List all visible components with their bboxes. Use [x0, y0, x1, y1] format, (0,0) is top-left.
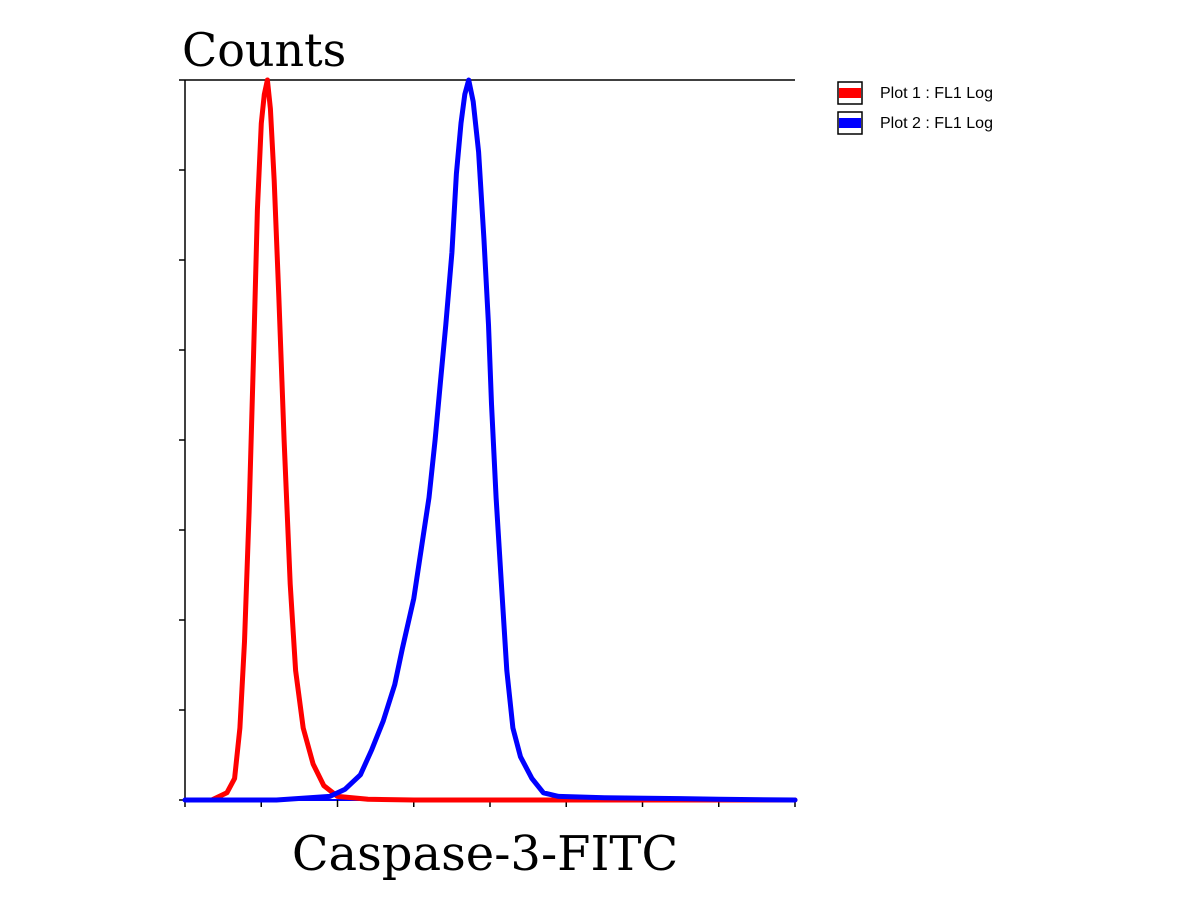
x-axis-label: Caspase-3-FITC	[292, 826, 678, 882]
legend-entry-2: Plot 2 : FL1 Log	[880, 115, 993, 132]
series-line-2	[182, 77, 798, 803]
legend-swatch-1	[839, 88, 861, 98]
legend-entry-1: Plot 1 : FL1 Log	[880, 85, 993, 102]
series-line-1	[209, 77, 798, 803]
legend-swatch-2	[839, 118, 861, 128]
legend: Plot 1 : FL1 Log Plot 2 : FL1 Log	[837, 81, 993, 135]
series-layer	[182, 77, 798, 803]
axes	[179, 79, 796, 807]
y-axis-label: Counts	[182, 23, 346, 77]
